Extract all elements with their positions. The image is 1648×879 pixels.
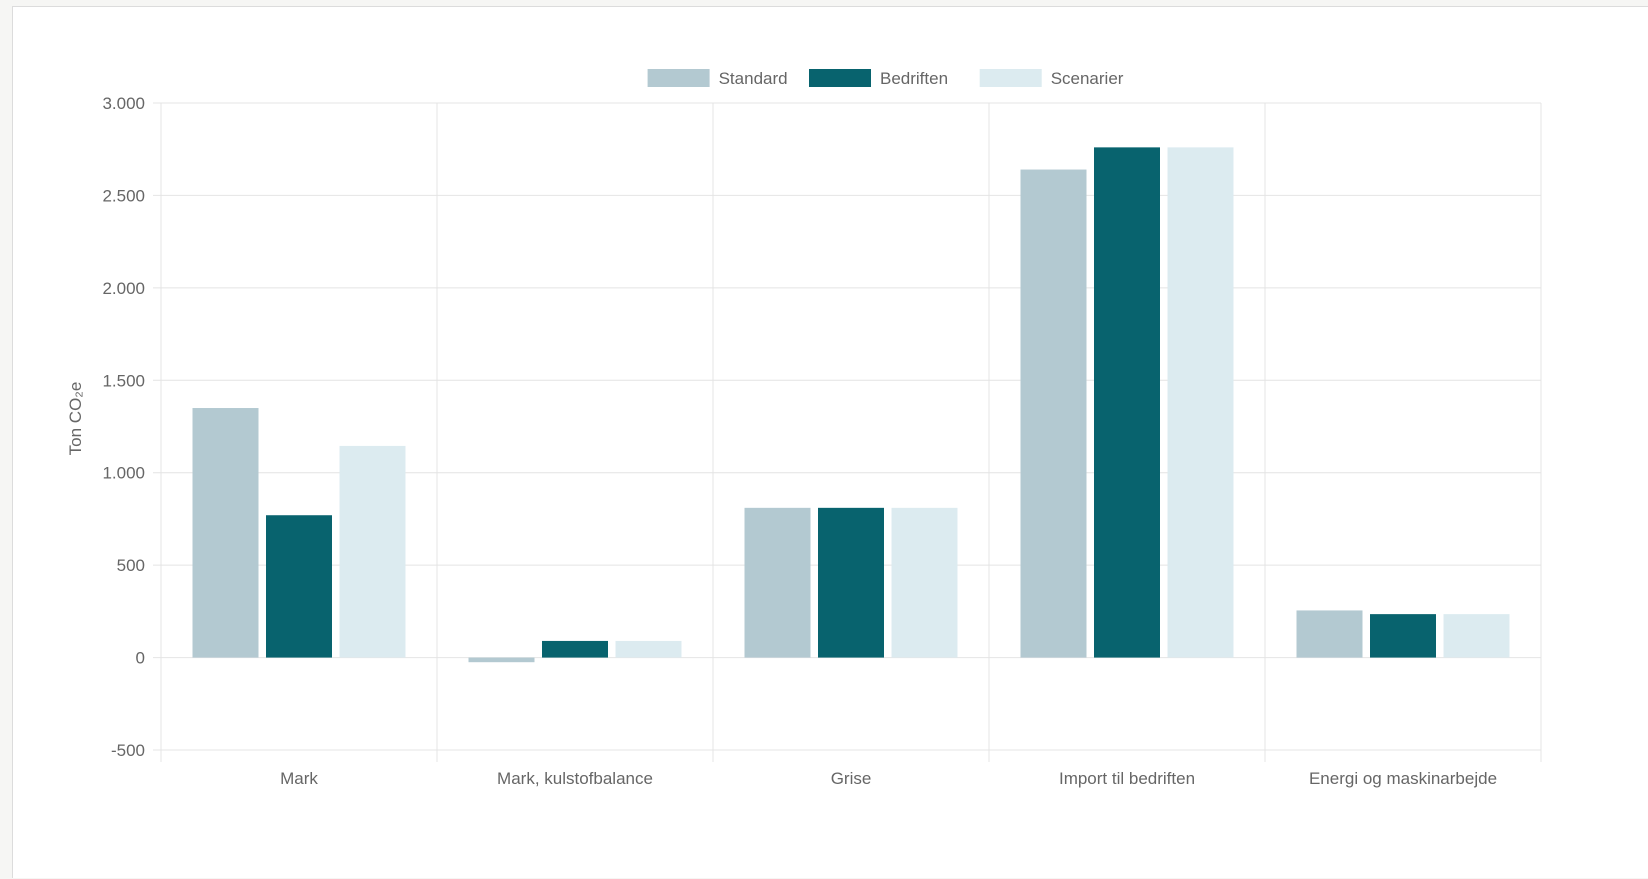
legend-swatch-bedriften[interactable] — [809, 69, 871, 87]
bar-standard-4[interactable] — [1296, 610, 1363, 658]
bar-bedriften-4[interactable] — [1370, 614, 1436, 658]
y-tick-label: 0 — [136, 649, 145, 668]
bar-standard-0[interactable] — [192, 408, 259, 658]
y-axis-title: Ton CO₂e — [66, 382, 85, 456]
bar-standard-1[interactable] — [468, 657, 535, 663]
legend: Standard Bedriften Scenarier — [647, 69, 1124, 88]
x-tick-label: Mark, kulstofbalance — [497, 769, 653, 788]
bar-scenarier-1[interactable] — [615, 640, 682, 658]
bar-scenarier-3[interactable] — [1167, 147, 1234, 658]
bar-scenarier-0[interactable] — [339, 445, 406, 658]
y-tick-label: 2.500 — [102, 186, 145, 205]
legend-swatch-standard[interactable] — [647, 69, 710, 87]
bar-chart: 3.000 2.500 2.000 1.500 1.000 500 0 -500 Mark Mar… — [66, 69, 1542, 788]
x-tick-label: Energi og maskinarbejde — [1309, 769, 1497, 788]
bar-scenarier-2[interactable] — [891, 507, 958, 658]
legend-label-bedriften[interactable]: Bedriften — [880, 69, 948, 88]
bar-bedriften-0[interactable] — [266, 515, 332, 658]
y-tick-label: 1.500 — [102, 371, 145, 390]
y-tick-label: 2.000 — [102, 279, 145, 298]
x-tick-label: Import til bedriften — [1059, 769, 1195, 788]
bar-standard-3[interactable] — [1020, 169, 1087, 658]
bar-bedriften-1[interactable] — [542, 640, 608, 658]
x-tick-label: Grise — [831, 769, 872, 788]
x-tick-label: Mark — [280, 769, 318, 788]
legend-label-scenarier[interactable]: Scenarier — [1051, 69, 1124, 88]
grid-lines — [153, 102, 1542, 762]
bar-standard-2[interactable] — [744, 507, 811, 658]
axes: 3.000 2.500 2.000 1.500 1.000 500 0 -500 Mark Mar… — [102, 94, 1497, 788]
chart-card: 3.000 2.500 2.000 1.500 1.000 500 0 -500 Mark Mar… — [12, 6, 1648, 878]
legend-swatch-scenarier[interactable] — [979, 69, 1042, 87]
bar-bedriften-2[interactable] — [818, 507, 884, 658]
bar-scenarier-4[interactable] — [1443, 614, 1510, 658]
legend-label-standard[interactable]: Standard — [719, 69, 788, 88]
y-tick-label: 1.000 — [102, 464, 145, 483]
bar-bedriften-3[interactable] — [1094, 147, 1160, 658]
y-tick-label: 500 — [117, 556, 145, 575]
y-tick-label: -500 — [111, 741, 145, 760]
y-tick-label: 3.000 — [102, 94, 145, 113]
bars — [192, 147, 1510, 663]
